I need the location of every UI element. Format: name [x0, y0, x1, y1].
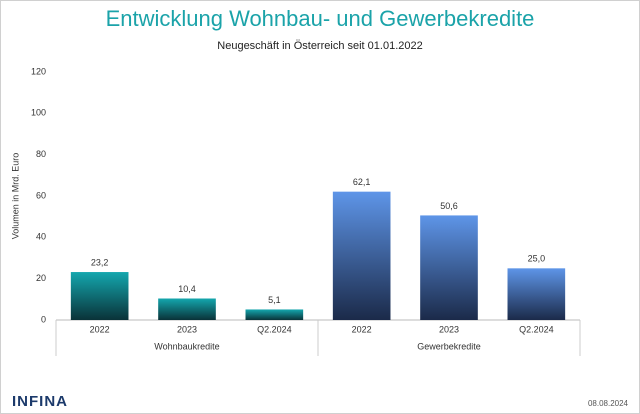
y-tick-label: 40	[36, 232, 46, 242]
x-tick-label: Q2.2024	[257, 324, 292, 334]
bar	[158, 298, 216, 320]
x-tick-label: 2022	[352, 324, 372, 334]
logo: INFINA	[12, 393, 68, 410]
bar	[507, 268, 566, 320]
bar	[70, 272, 129, 320]
bar	[245, 309, 304, 320]
y-tick-label: 60	[36, 190, 46, 200]
value-label: 50,6	[440, 201, 458, 211]
value-label: 5,1	[268, 295, 281, 305]
y-tick-label: 100	[31, 108, 46, 118]
date: 08.08.2024	[588, 399, 629, 408]
group-label: Wohnbaukredite	[154, 341, 219, 351]
group-label: Gewerbekredite	[417, 341, 481, 351]
y-tick-label: 0	[41, 314, 46, 324]
bar	[420, 215, 478, 320]
bar	[332, 191, 391, 320]
y-tick-label: 120	[31, 66, 46, 76]
value-label: 62,1	[353, 177, 371, 187]
y-axis-label: Volumen in Mrd. Euro	[10, 153, 20, 240]
value-label: 23,2	[91, 257, 109, 267]
x-tick-label: 2022	[90, 324, 110, 334]
x-tick-label: Q2.2024	[519, 324, 554, 334]
chart-title: Entwicklung Wohnbau- und Gewerbekredite	[106, 6, 535, 31]
value-label: 25,0	[528, 254, 546, 264]
chart-subtitle: Neugeschäft in Österreich seit 01.01.202…	[217, 40, 422, 52]
value-label: 10,4	[178, 284, 196, 294]
y-tick-label: 20	[36, 273, 46, 283]
y-tick-label: 80	[36, 149, 46, 159]
x-tick-label: 2023	[439, 324, 459, 334]
x-tick-label: 2023	[177, 324, 197, 334]
